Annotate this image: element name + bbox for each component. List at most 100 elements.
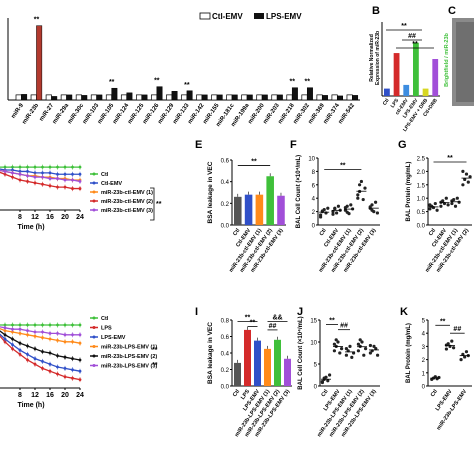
category-label: Ctl <box>321 388 330 398</box>
bar-lps-emv <box>231 94 238 101</box>
data-point <box>444 343 448 347</box>
significance-label: ## <box>340 323 348 330</box>
bar-0 <box>384 88 390 96</box>
bar-ctl-emv <box>30 94 37 101</box>
bar-ctl-emv <box>120 94 128 101</box>
data-point <box>464 350 469 354</box>
data-point <box>452 346 456 350</box>
bar-lps-emv <box>156 86 163 101</box>
significance-label: ** <box>251 158 257 165</box>
data-point <box>326 379 330 383</box>
data-point <box>356 196 360 200</box>
data-point <box>444 347 448 351</box>
y-axis-label: BSA leakage in VEC <box>207 161 214 223</box>
bar-ctl-emv <box>105 94 113 101</box>
y-tick-label: 6 <box>312 183 316 189</box>
significance-label: ** <box>401 23 407 30</box>
bar-4 <box>277 195 285 225</box>
legend-swatch-ctl-emv <box>199 12 211 20</box>
data-point <box>446 203 450 207</box>
y-tick-label: 4 <box>312 197 316 203</box>
data-point <box>332 349 336 353</box>
y-tick-label: 0.8 <box>221 319 230 325</box>
bar-lps-emv <box>261 94 268 101</box>
data-point <box>359 179 363 184</box>
data-point <box>338 351 342 355</box>
bar-ctl-emv <box>196 94 203 101</box>
significance-label: ** <box>305 79 311 86</box>
series-line <box>0 328 81 344</box>
bar-2 <box>403 84 410 96</box>
legend-swatch-lps-emv <box>254 13 264 19</box>
significance-label: ** <box>156 201 162 208</box>
y-tick-label: 0.4 <box>221 180 230 186</box>
x-tick-label: 24 <box>76 392 84 399</box>
panel-d: 8 12 16 20 24 Time (h) Ctl Ctl-EMV miR-23b-ctl-E… <box>0 164 162 231</box>
data-point <box>336 340 340 344</box>
micrograph-texture <box>456 22 474 102</box>
legend-label: Ctl <box>101 316 109 322</box>
y-tick-label: 0.6 <box>221 159 230 165</box>
bar-4 <box>274 339 281 386</box>
data-point <box>332 342 336 346</box>
bar-ctl-emv <box>135 94 143 101</box>
bar-lps-emv <box>337 95 343 101</box>
data-point <box>459 358 463 362</box>
bar-ctl-emv <box>241 94 248 101</box>
bar-lps-emv <box>352 95 359 101</box>
data-point <box>463 355 467 359</box>
data-point <box>461 169 465 173</box>
x-axis-label: Time (h) <box>17 402 44 409</box>
y-tick-label: 0.2 <box>221 368 230 374</box>
bar-lps-emv <box>306 87 313 101</box>
legend-marker <box>92 326 96 329</box>
data-point <box>328 373 332 377</box>
significance-label: ** <box>447 155 453 162</box>
bar-ctl-emv <box>211 94 218 101</box>
y-tick-label: 1 <box>422 371 426 377</box>
panel-letter: F <box>290 139 297 151</box>
x-tick-label: 16 <box>46 214 54 221</box>
data-point <box>428 203 432 207</box>
significance-label: ** <box>412 41 418 48</box>
data-point <box>344 353 348 357</box>
y-axis-label: Expression of miR-23b <box>375 31 381 85</box>
panel-letter: B <box>372 5 380 17</box>
micrograph-label: Brightfield / miR-23b <box>444 32 450 86</box>
y-tick-label: 0.2 <box>221 202 230 208</box>
bar-3 <box>264 348 271 386</box>
bar-lps-emv <box>36 25 43 101</box>
data-point <box>468 175 472 179</box>
data-point <box>450 339 454 343</box>
panel-a: miR-9miR-23b**miR-27miR-29amiR-30cmiR-10… <box>7 12 360 128</box>
x-tick-label: 20 <box>61 392 69 399</box>
legend-marker <box>92 364 96 367</box>
bar-ctl-emv <box>226 94 233 101</box>
category-label: miR-9 <box>11 102 26 120</box>
category-label: Ctl <box>430 388 439 398</box>
data-point <box>439 204 443 208</box>
bar-0 <box>234 362 241 386</box>
data-point <box>356 349 360 353</box>
data-point <box>450 201 454 206</box>
significance-label: ** <box>184 82 190 89</box>
data-point <box>345 210 349 214</box>
legend-marker <box>92 199 96 203</box>
data-point <box>336 204 340 208</box>
data-point <box>375 211 379 215</box>
bar-ctl-emv <box>151 94 158 101</box>
y-tick-label: 0 <box>422 385 426 391</box>
significance-label: ** <box>245 315 251 322</box>
bar-1 <box>244 329 251 386</box>
data-point <box>331 212 335 216</box>
bar-ctl-emv <box>271 94 278 101</box>
bar-ctl-emv <box>90 94 97 101</box>
panel-letter: G <box>398 139 407 151</box>
data-point <box>356 193 360 197</box>
bar-4 <box>422 88 429 96</box>
y-axis-label: BAL Cell Count (×10⁴/mL) <box>296 155 302 228</box>
legend-marker <box>92 172 96 176</box>
legend-label: LPS-EMV <box>101 335 126 341</box>
legend-label: miR-23b-LPS-EMV (2) <box>101 354 157 360</box>
x-tick-label: 20 <box>61 214 69 221</box>
